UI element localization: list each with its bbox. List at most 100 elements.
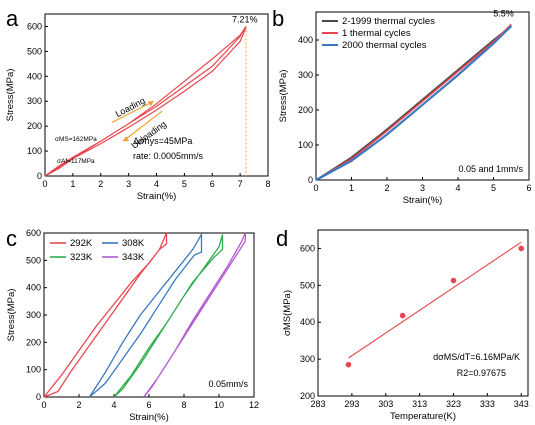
x-tick-label-a: 2 <box>98 179 103 189</box>
x-tick-label-a: 6 <box>210 179 215 189</box>
x-tick-label-d: 343 <box>514 399 529 409</box>
chart-panel-a: 0 1 2 3 4 5 6 7 8 0 100 200 300 400 500 600 Strain(%) Str… <box>5 13 271 202</box>
x-tick-label-d: 283 <box>310 399 325 409</box>
x-tick-label-d: 303 <box>378 399 393 409</box>
x-tick-label-b: 0 <box>313 183 318 193</box>
y-tick-label-c: 200 <box>26 337 41 347</box>
x-tick-label-a: 4 <box>154 179 159 189</box>
y-tick-label-a: 500 <box>27 46 42 56</box>
series-line-c-0 <box>43 232 168 398</box>
panel-letter-b: b <box>272 6 284 31</box>
data-point-d-0 <box>345 361 352 368</box>
y-tick-label-d: 400 <box>300 317 315 327</box>
y-tick-label-d: 600 <box>300 243 315 253</box>
sigma-af-label: σAf=117MPa <box>57 158 95 165</box>
x-tick-label-a: 3 <box>126 179 131 189</box>
x-tick-label-a: 0 <box>42 179 47 189</box>
series-line-a-0 <box>44 26 247 177</box>
y-tick-label-b: 300 <box>298 70 313 80</box>
x-tick-label-c: 6 <box>146 400 151 410</box>
delta-sigma-label: Δσhys=45MPa <box>133 136 192 146</box>
series-line-c-2 <box>113 234 224 398</box>
y-axis-label-b: Stress(MPa) <box>278 70 289 123</box>
x-tick-label-c: 0 <box>41 400 46 410</box>
legend-label-c-2: 323K <box>70 252 93 263</box>
unloading-arrow-head <box>123 136 130 142</box>
y-tick-label-a: 400 <box>27 71 42 81</box>
rate-label: rate: 0.0005mm/s <box>133 151 204 161</box>
y-tick-label-c: 300 <box>26 310 41 320</box>
chart-panel-d: 283 293 303 313 323 333 343 200 300 400 500 600 Temp… <box>282 229 529 422</box>
y-tick-label-c: 0 <box>36 392 41 402</box>
x-tick-label-a: 5 <box>182 179 187 189</box>
y-tick-label-a: 600 <box>27 21 42 31</box>
legend-label-c-3: 343K <box>122 252 145 263</box>
x-tick-label-c: 4 <box>111 400 116 410</box>
unloading-arrow <box>122 110 163 142</box>
x-tick-label-b: 6 <box>526 183 531 193</box>
y-tick-label-b: 200 <box>298 105 313 115</box>
loading-arrow <box>111 100 154 123</box>
y-axis-label-d: σMS(MPa) <box>282 290 293 336</box>
legend-label-c-0: 292K <box>70 238 93 249</box>
x-tick-label-b: 2 <box>384 183 389 193</box>
x-tick-label-c: 10 <box>214 400 224 410</box>
x-tick-label-b: 1 <box>349 183 354 193</box>
y-tick-label-b: 100 <box>298 140 313 150</box>
y-axis-label-a: Stress(MPa) <box>5 69 16 122</box>
x-tick-label-a: 1 <box>70 179 75 189</box>
fit-line-d <box>348 241 522 359</box>
x-tick-label-c: 12 <box>249 400 259 410</box>
x-tick-label-b: 4 <box>455 183 460 193</box>
x-axis-label-b: Strain(%) <box>403 195 443 206</box>
series-line-b-0 <box>315 25 512 181</box>
max-strain-label: 7.21% <box>232 14 258 24</box>
x-axis-label-d: Temperature(K) <box>390 411 456 422</box>
r2-label-d: R2=0.97675 <box>457 368 506 378</box>
x-tick-label-d: 313 <box>412 399 427 409</box>
rate-label-c: 0.05mm/s <box>208 379 248 389</box>
y-tick-label-d: 200 <box>300 391 315 401</box>
y-axis-label-c: Stress(MPa) <box>6 289 17 342</box>
y-tick-label-c: 600 <box>26 228 41 238</box>
y-tick-label-a: 0 <box>37 171 42 181</box>
y-tick-label-d: 500 <box>300 280 315 290</box>
x-tick-label-d: 293 <box>344 399 359 409</box>
x-axis-label-c: Strain(%) <box>129 412 169 423</box>
y-tick-label-b: 400 <box>298 35 313 45</box>
series-line-b-1 <box>315 23 512 181</box>
series-line-c-3 <box>143 232 246 398</box>
chart-panel-c: 0 2 4 6 8 10 12 0 100 200 300 400 500 600 Strain(%) Str… <box>6 228 259 423</box>
legend-label-b-0: 2-1999 thermal cycles <box>342 16 435 27</box>
chart-panel-b: 0 1 2 3 4 5 6 0 100 200 300 400 Strain(%) Stress(MPa)… <box>278 8 532 206</box>
data-point-d-2 <box>450 277 457 284</box>
y-tick-label-c: 500 <box>26 255 41 265</box>
x-axis-label-a: Strain(%) <box>137 191 177 202</box>
x-tick-label-d: 323 <box>446 399 461 409</box>
x-tick-label-b: 3 <box>420 183 425 193</box>
data-point-d-1 <box>399 312 406 319</box>
legend-label-c-1: 308K <box>122 238 145 249</box>
sigma-ms-label: σMS=162MPa <box>55 136 97 143</box>
series-line-c-1 <box>88 231 203 398</box>
y-tick-label-b: 0 <box>308 175 313 185</box>
panel-letter-c: c <box>6 226 17 251</box>
legend-label-b-2: 2000 thermal cycles <box>342 40 427 51</box>
series-line-b-2 <box>315 25 513 181</box>
series-line-a-1 <box>44 27 247 177</box>
panel-letter-d: d <box>276 226 288 251</box>
panel-letter-a: a <box>6 6 19 31</box>
y-tick-label-a: 200 <box>27 121 42 131</box>
y-tick-label-a: 100 <box>27 146 42 156</box>
x-tick-label-c: 8 <box>181 400 186 410</box>
plot-frame-d <box>317 229 529 397</box>
loading-arrow-head <box>147 101 154 107</box>
rate-label-b: 0.05 and 1mm/s <box>458 164 523 174</box>
y-tick-label-d: 300 <box>300 354 315 364</box>
max-strain-label-b: 5.5% <box>493 8 514 18</box>
data-point-d-3 <box>518 245 525 252</box>
y-tick-label-c: 100 <box>26 365 41 375</box>
slope-label-d: dσMS/dT=6.16MPa/K <box>433 352 520 362</box>
x-tick-label-b: 5 <box>491 183 496 193</box>
